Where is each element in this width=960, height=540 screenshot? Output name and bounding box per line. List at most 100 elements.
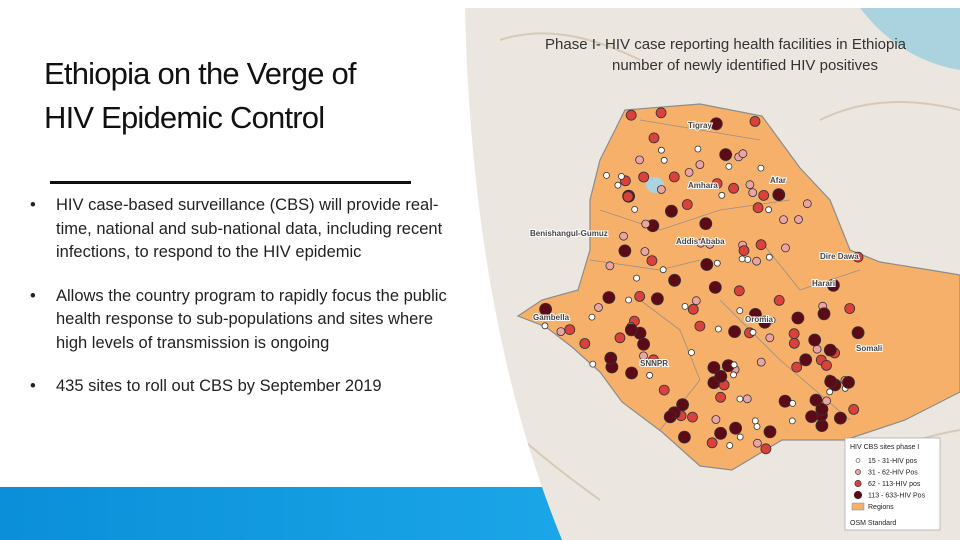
site <box>851 326 865 340</box>
site <box>715 391 726 403</box>
site <box>842 375 855 389</box>
site <box>725 162 733 170</box>
title-line: HIV Epidemic Control <box>44 100 325 135</box>
site <box>625 296 632 304</box>
site <box>622 191 634 203</box>
site <box>802 199 812 209</box>
site <box>730 371 737 379</box>
legend-label: Regions <box>868 504 894 511</box>
site <box>812 344 822 354</box>
site <box>648 132 660 144</box>
bullet: 435 sites to roll out CBS by September 2… <box>30 375 460 399</box>
site <box>614 181 622 189</box>
region-label: Addis Ababa <box>676 237 725 246</box>
site <box>663 410 677 424</box>
site <box>618 244 632 258</box>
site <box>728 325 741 339</box>
site <box>823 343 837 357</box>
site <box>641 219 651 229</box>
site <box>730 361 738 369</box>
site <box>719 148 733 162</box>
legend-swatch <box>851 502 865 511</box>
site <box>634 290 646 302</box>
sites <box>539 107 865 455</box>
site <box>688 349 695 356</box>
site <box>695 160 705 170</box>
road <box>479 32 960 501</box>
site <box>824 375 838 389</box>
site <box>772 188 786 202</box>
site <box>624 323 638 337</box>
site <box>625 366 638 380</box>
site <box>742 394 752 404</box>
site <box>668 171 680 183</box>
site <box>691 296 701 306</box>
region-label: Harari <box>812 279 835 288</box>
site <box>639 351 648 361</box>
site <box>687 411 698 423</box>
site <box>788 337 800 349</box>
site <box>646 255 658 267</box>
site <box>749 307 762 321</box>
site <box>729 421 742 435</box>
site <box>708 280 722 294</box>
region-label: Gambella <box>533 313 570 322</box>
site <box>760 443 772 455</box>
site <box>694 320 706 332</box>
site <box>648 354 659 366</box>
site <box>707 361 721 374</box>
site <box>852 251 864 263</box>
site <box>700 258 714 271</box>
site <box>817 307 831 321</box>
legend-swatch <box>855 469 861 475</box>
site <box>706 437 718 449</box>
site <box>728 182 739 194</box>
site <box>605 261 615 271</box>
site <box>755 239 767 251</box>
site <box>658 146 665 154</box>
site <box>657 185 666 194</box>
site <box>745 180 755 190</box>
site <box>752 202 764 214</box>
site <box>788 328 800 340</box>
site <box>794 215 803 224</box>
site <box>799 353 813 367</box>
site <box>625 109 637 121</box>
site <box>765 333 775 343</box>
site <box>778 394 792 408</box>
site <box>711 415 721 424</box>
site <box>705 239 715 249</box>
site <box>738 255 746 263</box>
region-label: Tigray <box>688 121 712 130</box>
site <box>752 256 761 266</box>
site <box>660 156 668 164</box>
region-label: Afar <box>770 176 786 185</box>
site <box>588 313 596 321</box>
site <box>749 116 761 127</box>
footer-bar <box>0 487 562 540</box>
sea <box>860 8 960 70</box>
bullet: Allows the country program to rapidly fo… <box>30 285 460 356</box>
site <box>684 167 694 177</box>
site <box>733 285 745 297</box>
bullet-list: HIV case-based surveillance (CBS) will p… <box>30 194 460 419</box>
site <box>781 243 790 253</box>
site <box>805 410 818 424</box>
site <box>789 399 796 407</box>
site <box>678 430 691 444</box>
site <box>687 303 699 315</box>
legend-label: 113 - 633-HIV Pos <box>868 493 926 500</box>
site <box>809 393 823 407</box>
map-title: Phase I- HIV case reporting health facil… <box>545 36 907 53</box>
region-label: Dire Dawa <box>820 252 859 261</box>
site <box>808 333 822 347</box>
site <box>655 107 667 119</box>
site <box>714 426 727 440</box>
site <box>696 238 706 248</box>
map-title: number of newly identified HIV positives <box>612 57 878 74</box>
site <box>603 171 610 179</box>
legend-label: 62 - 113-HIV pos <box>868 481 921 488</box>
site <box>758 315 772 329</box>
site <box>556 327 566 337</box>
